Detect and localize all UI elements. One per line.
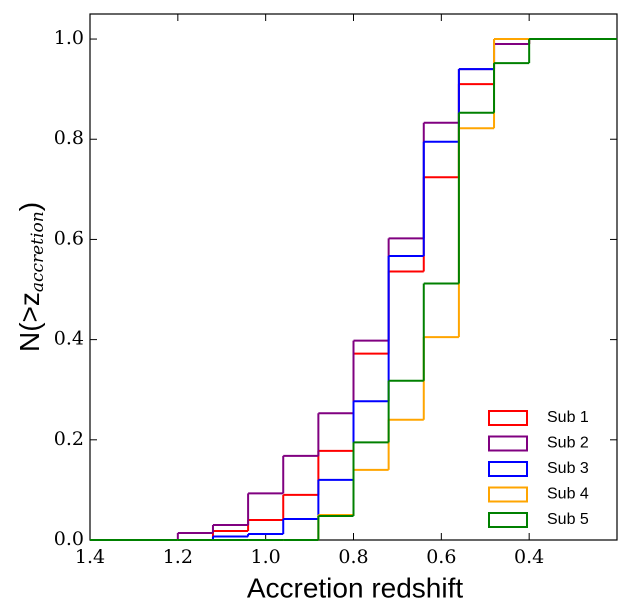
legend-swatch bbox=[488, 486, 528, 503]
y-tick-label: 0.6 bbox=[54, 227, 84, 249]
legend-swatch bbox=[488, 512, 528, 528]
x-tick-label: 0.8 bbox=[338, 546, 368, 568]
legend-label: Sub 2 bbox=[547, 435, 589, 452]
legend-swatch bbox=[488, 461, 528, 477]
y-axis-label: N(>zaccretion) bbox=[14, 202, 47, 352]
y-tick-label: 0.4 bbox=[54, 328, 84, 350]
x-tick-label: 0.4 bbox=[514, 546, 544, 568]
x-axis-label: Accretion redshift bbox=[247, 572, 464, 603]
y-label-sub: accretion bbox=[28, 211, 48, 292]
y-tick-label: 1.0 bbox=[54, 27, 84, 49]
legend-swatch bbox=[488, 410, 528, 426]
y-label-main: N(>z bbox=[14, 292, 45, 352]
legend-swatch bbox=[488, 435, 528, 452]
y-tick-label: 0.8 bbox=[54, 127, 84, 149]
legend-label: Sub 3 bbox=[547, 460, 589, 477]
x-tick-label: 0.6 bbox=[426, 546, 456, 568]
y-tick-label: 0.0 bbox=[54, 528, 84, 550]
x-tick-label: 1.4 bbox=[75, 546, 105, 568]
legend-label: Sub 1 bbox=[547, 409, 589, 426]
y-label-end: ) bbox=[14, 202, 45, 211]
x-tick-label: 1.0 bbox=[251, 546, 281, 568]
y-tick-label: 0.2 bbox=[54, 428, 84, 450]
x-tick-label: 1.2 bbox=[163, 546, 193, 568]
legend-label: Sub 4 bbox=[547, 486, 589, 503]
legend-label: Sub 5 bbox=[547, 511, 589, 528]
